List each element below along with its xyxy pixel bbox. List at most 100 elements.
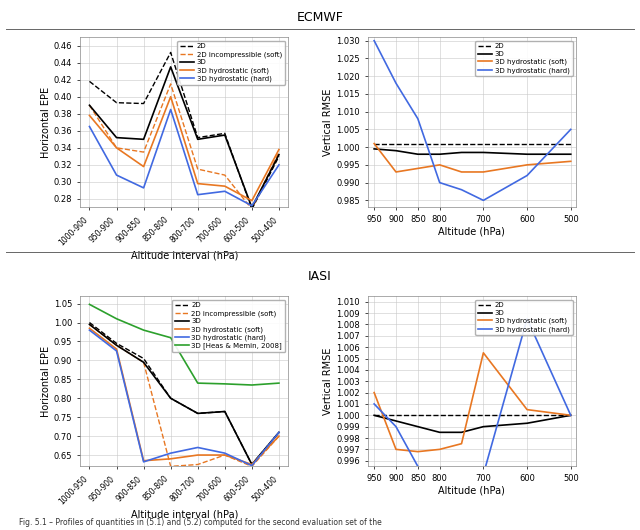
3D hydrostatic (soft) <box>194 180 202 187</box>
2D <box>221 408 228 414</box>
2D <box>524 140 531 147</box>
3D hydrostatic (soft) <box>524 407 531 413</box>
3D hydrostatic (hard) <box>221 188 228 195</box>
3D hydrostatic (hard) <box>167 107 175 113</box>
3D <box>458 149 465 156</box>
3D hydrostatic (hard) <box>194 191 202 198</box>
3D <box>167 395 175 401</box>
3D [Heas & Memin, 2008] <box>86 301 93 307</box>
2D <box>436 412 444 419</box>
2D <box>371 140 378 147</box>
3D hydrostatic (soft) <box>414 165 422 172</box>
3D <box>371 412 378 419</box>
2D <box>567 412 575 419</box>
3D [Heas & Memin, 2008] <box>221 381 228 387</box>
Line: 3D hydrostatic (soft): 3D hydrostatic (soft) <box>374 144 571 172</box>
3D hydrostatic (soft) <box>436 162 444 168</box>
Line: 3D hydrostatic (hard): 3D hydrostatic (hard) <box>90 330 279 466</box>
3D hydrostatic (soft) <box>113 145 120 151</box>
3D hydrostatic (hard) <box>113 172 120 178</box>
3D hydrostatic (hard) <box>458 187 465 193</box>
2D incompressible (soft) <box>221 452 228 458</box>
2D incompressible (soft) <box>275 149 283 155</box>
3D hydrostatic (soft) <box>194 452 202 458</box>
2D <box>113 340 120 347</box>
3D hydrostatic (soft) <box>479 350 487 356</box>
3D <box>86 321 93 328</box>
Y-axis label: Vertical RMSE: Vertical RMSE <box>323 348 333 415</box>
2D incompressible (soft) <box>248 463 256 470</box>
2D <box>167 395 175 401</box>
3D hydrostatic (hard) <box>392 80 400 86</box>
3D [Heas & Memin, 2008] <box>248 382 256 388</box>
3D <box>194 410 202 417</box>
3D [Heas & Memin, 2008] <box>275 380 283 386</box>
Line: 3D hydrostatic (hard): 3D hydrostatic (hard) <box>374 319 571 474</box>
Line: 3D hydrostatic (soft): 3D hydrostatic (soft) <box>90 328 279 464</box>
3D hydrostatic (soft) <box>371 140 378 147</box>
3D hydrostatic (hard) <box>275 162 283 168</box>
2D <box>194 410 202 417</box>
3D <box>221 408 228 414</box>
2D <box>392 412 400 419</box>
3D hydrostatic (hard) <box>248 202 256 209</box>
3D hydrostatic (soft) <box>567 158 575 164</box>
3D hydrostatic (soft) <box>221 183 228 189</box>
2D incompressible (soft) <box>86 102 93 109</box>
2D incompressible (soft) <box>194 166 202 172</box>
2D incompressible (soft) <box>275 433 283 439</box>
3D hydrostatic (soft) <box>167 456 175 462</box>
X-axis label: Altitude (hPa): Altitude (hPa) <box>438 486 505 496</box>
3D <box>194 136 202 143</box>
2D <box>140 355 147 361</box>
3D hydrostatic (hard) <box>436 471 444 478</box>
2D <box>371 412 378 419</box>
2D <box>567 140 575 147</box>
2D <box>248 461 256 467</box>
3D <box>524 151 531 157</box>
3D hydrostatic (soft) <box>371 390 378 396</box>
3D hydrostatic (hard) <box>414 463 422 470</box>
3D <box>458 429 465 436</box>
Line: 3D hydrostatic (soft): 3D hydrostatic (soft) <box>90 96 279 201</box>
Text: ECMWF: ECMWF <box>296 11 344 24</box>
2D incompressible (soft) <box>86 321 93 328</box>
3D hydrostatic (soft) <box>392 169 400 175</box>
3D <box>275 152 283 158</box>
Line: 2D incompressible (soft): 2D incompressible (soft) <box>90 324 279 466</box>
3D hydrostatic (soft) <box>167 93 175 100</box>
3D hydrostatic (hard) <box>524 172 531 179</box>
2D <box>86 320 93 326</box>
Legend: 2D, 3D, 3D hydrostatic (soft), 3D hydrostatic (hard): 2D, 3D, 3D hydrostatic (soft), 3D hydros… <box>476 299 573 335</box>
3D hydrostatic (hard) <box>194 444 202 450</box>
2D incompressible (soft) <box>140 359 147 366</box>
2D <box>458 412 465 419</box>
3D <box>524 420 531 427</box>
Line: 3D hydrostatic (hard): 3D hydrostatic (hard) <box>90 110 279 206</box>
3D hydrostatic (hard) <box>524 315 531 322</box>
2D <box>248 206 256 213</box>
3D hydrostatic (hard) <box>479 197 487 204</box>
2D <box>221 130 228 137</box>
Legend: 2D, 2D incompressible (soft), 3D, 3D hydrostatic (soft), 3D hydrostatic (hard), : 2D, 2D incompressible (soft), 3D, 3D hyd… <box>172 299 285 352</box>
Text: IASI: IASI <box>308 270 332 283</box>
3D hydrostatic (soft) <box>392 446 400 453</box>
Line: 3D [Heas & Memin, 2008]: 3D [Heas & Memin, 2008] <box>90 304 279 385</box>
3D [Heas & Memin, 2008] <box>113 315 120 322</box>
2D incompressible (soft) <box>194 461 202 467</box>
3D hydrostatic (hard) <box>392 423 400 430</box>
3D hydrostatic (soft) <box>436 446 444 453</box>
X-axis label: Altitude interval (hPa): Altitude interval (hPa) <box>131 250 238 260</box>
3D hydrostatic (hard) <box>371 38 378 44</box>
3D <box>275 429 283 436</box>
Y-axis label: Vertical RMSE: Vertical RMSE <box>323 89 333 156</box>
3D hydrostatic (soft) <box>113 346 120 352</box>
2D <box>392 140 400 147</box>
3D hydrostatic (hard) <box>458 471 465 478</box>
3D hydrostatic (soft) <box>479 169 487 175</box>
3D <box>567 151 575 157</box>
3D hydrostatic (soft) <box>275 146 283 153</box>
3D hydrostatic (hard) <box>167 450 175 456</box>
3D hydrostatic (hard) <box>275 429 283 436</box>
3D hydrostatic (hard) <box>113 348 120 354</box>
